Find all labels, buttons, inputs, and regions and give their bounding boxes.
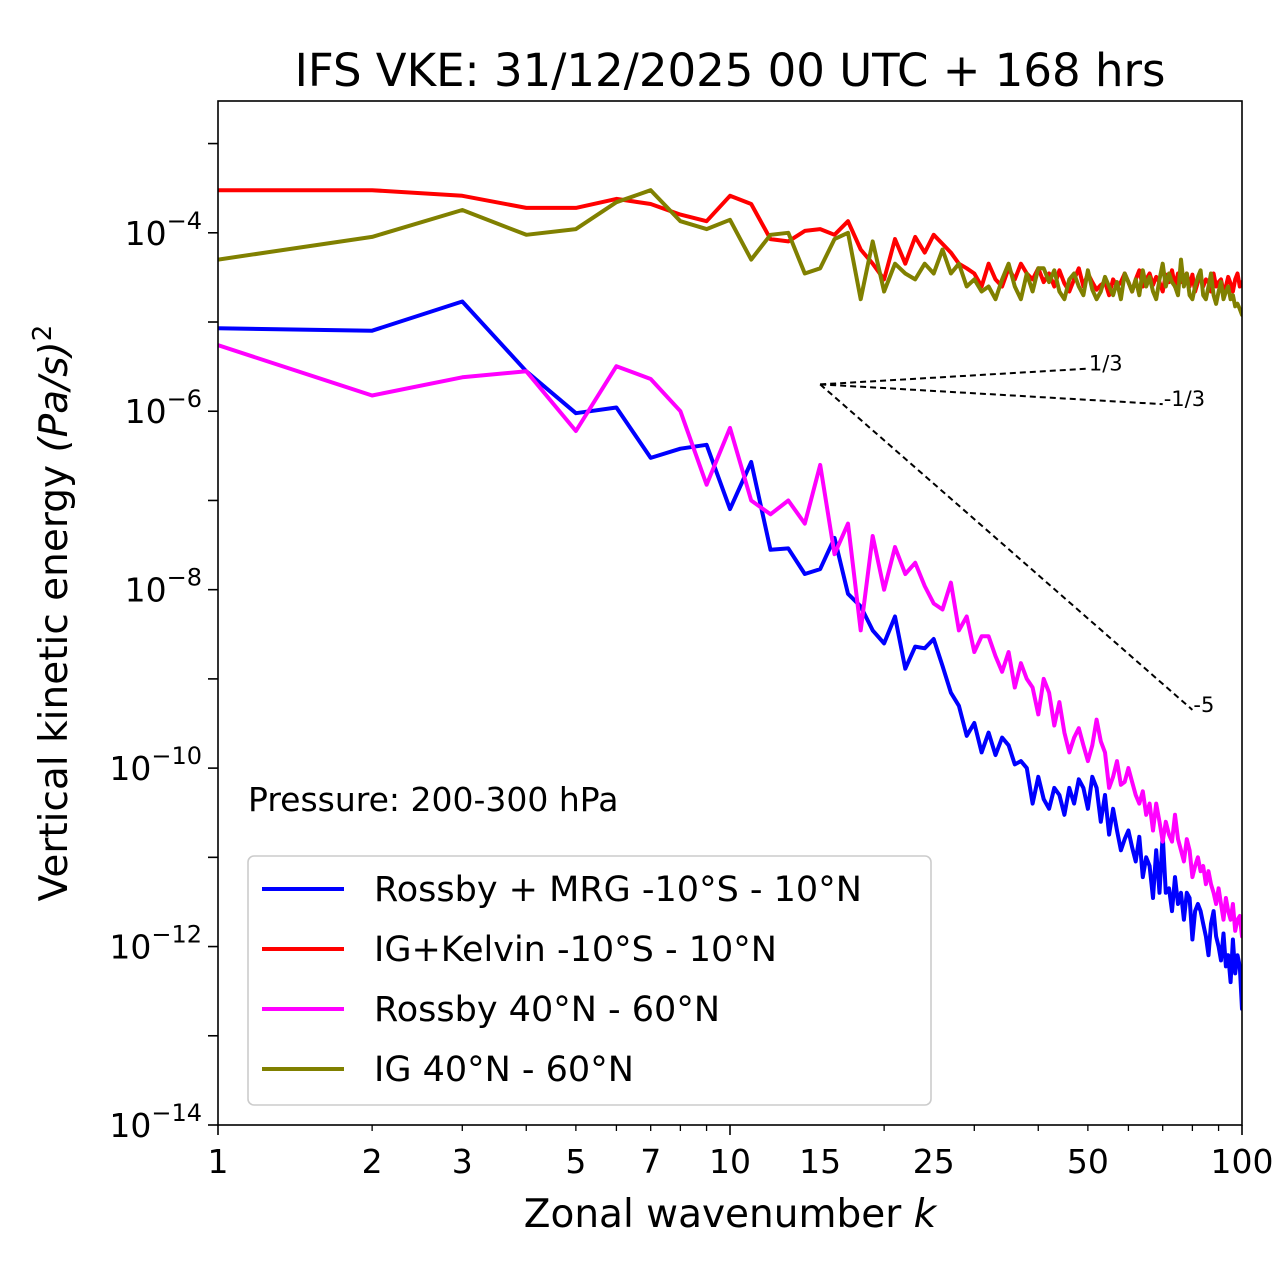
y-axis-ticks: 10−4 10−6 10−8 10−10 10−12 10−14	[109, 142, 218, 1145]
series-line-0	[218, 299, 1242, 1011]
series-line-3	[218, 188, 1242, 317]
y-axis-label: Vertical kinetic energy (Pa/s)2	[28, 325, 77, 902]
y-tick-label: 10−4	[125, 207, 202, 253]
reference-line-label-2: -5	[1193, 693, 1214, 717]
x-tick-label: 7	[640, 1142, 661, 1181]
x-axis-label: Zonal wavenumber k	[524, 1192, 938, 1237]
series-layer	[218, 188, 1242, 1011]
y-tick-label: 10−12	[109, 921, 202, 967]
reference-line-2	[819, 383, 1194, 711]
legend: Rossby + MRG -10°S - 10°N IG+Kelvin -10°S…	[247, 855, 932, 1106]
x-axis-ticks: 1 2 3 5 7 10 15 25 50 100	[208, 1125, 1274, 1181]
x-tick-label: 10	[709, 1142, 751, 1181]
x-tick-label: 25	[913, 1142, 955, 1181]
y-tick-label: 10−8	[125, 564, 202, 610]
y-tick-label: 10−6	[125, 385, 202, 431]
x-tick-label: 15	[799, 1142, 841, 1181]
x-tick-label: 1	[208, 1142, 229, 1181]
reference-line-1	[820, 383, 1163, 406]
reference-slope-lines: 1/3 -1/3 -5	[819, 352, 1214, 717]
y-axis-label-exp: 2	[28, 325, 58, 342]
legend-label-3: IG 40°N - 60°N	[374, 1050, 634, 1090]
chart-title: IFS VKE: 31/12/2025 00 UTC + 168 hrs	[295, 44, 1166, 97]
pressure-annotation: Pressure: 200-300 hPa	[248, 780, 618, 819]
legend-label-0: Rossby + MRG -10°S - 10°N	[374, 870, 862, 910]
legend-label-1: IG+Kelvin -10°S - 10°N	[374, 930, 777, 970]
y-axis-label-var: (Pa/s)	[32, 341, 77, 452]
x-tick-label: 5	[565, 1142, 586, 1181]
y-axis-label-text: Vertical kinetic energy	[32, 453, 77, 902]
reference-line-label-0: 1/3	[1089, 352, 1123, 376]
y-tick-label: 10−14	[109, 1099, 202, 1145]
legend-box	[247, 855, 932, 1106]
series-line-2	[218, 343, 1242, 939]
x-tick-label: 3	[452, 1142, 473, 1181]
x-tick-label: 50	[1067, 1142, 1109, 1181]
x-axis-label-text: Zonal wavenumber	[524, 1192, 914, 1237]
x-axis-label-var: k	[914, 1192, 938, 1237]
reference-line-0	[820, 367, 1088, 386]
x-tick-label: 2	[362, 1142, 383, 1181]
x-tick-label: 100	[1211, 1142, 1274, 1181]
legend-label-2: Rossby 40°N - 60°N	[374, 990, 720, 1030]
y-tick-label: 10−10	[109, 742, 202, 788]
reference-line-label-1: -1/3	[1164, 387, 1205, 411]
